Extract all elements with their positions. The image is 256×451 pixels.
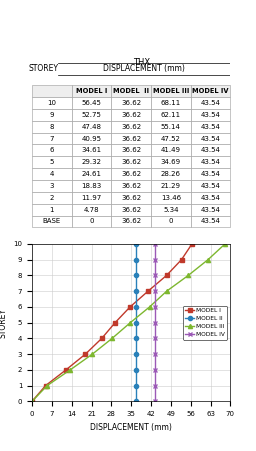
MODEL II [134, 273, 137, 278]
MODEL IV [154, 273, 157, 278]
MODEL III [91, 351, 94, 357]
Text: STOREY: STOREY [29, 64, 59, 74]
MODEL II [134, 257, 137, 262]
Y-axis label: STOREY: STOREY [0, 308, 8, 338]
MODEL III [46, 383, 49, 388]
MODEL II [134, 241, 137, 247]
MODEL IV [154, 383, 157, 388]
MODEL I [30, 399, 34, 404]
MODEL II [134, 336, 137, 341]
MODEL I [180, 257, 183, 262]
MODEL II [134, 320, 137, 325]
MODEL III [207, 257, 210, 262]
MODEL IV [154, 289, 157, 294]
MODEL III [111, 336, 114, 341]
MODEL II [134, 399, 137, 404]
MODEL III [69, 367, 72, 373]
Line: MODEL I: MODEL I [30, 242, 194, 404]
MODEL IV [154, 336, 157, 341]
Legend: MODEL I, MODEL II, MODEL III, MODEL IV: MODEL I, MODEL II, MODEL III, MODEL IV [183, 306, 228, 340]
Line: MODEL III: MODEL III [30, 242, 227, 404]
MODEL I [165, 273, 168, 278]
MODEL II [134, 367, 137, 373]
MODEL II [134, 351, 137, 357]
MODEL IV [154, 257, 157, 262]
Text: DISPLACEMENT (mm): DISPLACEMENT (mm) [103, 64, 185, 74]
MODEL I [190, 241, 194, 247]
MODEL IV [154, 367, 157, 373]
MODEL III [129, 320, 132, 325]
MODEL III [187, 273, 190, 278]
MODEL IV [154, 241, 157, 247]
MODEL I [65, 367, 68, 373]
MODEL III [223, 241, 227, 247]
Line: MODEL II: MODEL II [134, 242, 138, 404]
MODEL III [30, 399, 34, 404]
Line: MODEL IV: MODEL IV [153, 241, 158, 404]
MODEL I [100, 336, 103, 341]
MODEL IV [154, 304, 157, 309]
X-axis label: DISPLACEMENT (mm): DISPLACEMENT (mm) [90, 423, 172, 432]
MODEL I [146, 289, 150, 294]
MODEL I [44, 383, 47, 388]
MODEL IV [154, 351, 157, 357]
MODEL III [165, 289, 168, 294]
MODEL II [134, 383, 137, 388]
MODEL III [148, 304, 151, 309]
MODEL II [134, 289, 137, 294]
MODEL I [129, 304, 132, 309]
MODEL IV [154, 320, 157, 325]
MODEL I [84, 351, 87, 357]
Text: THX: THX [133, 58, 150, 67]
MODEL IV [154, 399, 157, 404]
MODEL I [114, 320, 117, 325]
MODEL II [134, 304, 137, 309]
